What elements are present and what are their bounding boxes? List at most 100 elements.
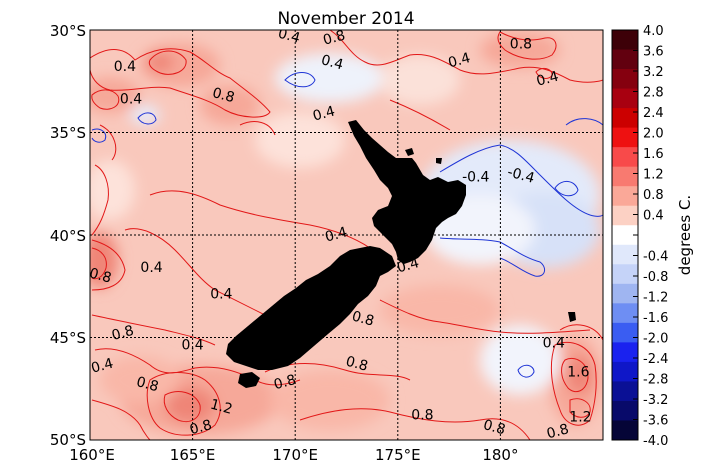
colorbar-swatch	[612, 49, 638, 70]
colorbar-swatch	[612, 361, 638, 382]
colorbar-tick-label: 2.4	[643, 106, 664, 121]
contour-label: 0.4	[543, 336, 565, 352]
colorbar-tick-label: 2.0	[643, 127, 664, 142]
contour-label: 0.8	[344, 354, 370, 375]
colorbar-tick-label: -0.8	[643, 270, 668, 285]
lat-label-40s: 40°S	[50, 227, 86, 245]
contour-label: 1.2	[209, 397, 235, 418]
lon-label-170e: 170°E	[272, 446, 318, 464]
contour-label: 0.4	[319, 52, 345, 73]
lon-label-175e: 175°E	[375, 446, 421, 464]
contour-label: 0.4	[323, 224, 349, 245]
colorbar-tick-label: -2.0	[643, 332, 668, 347]
contour-label: 0.4	[89, 356, 115, 377]
contour-label: 0.4	[276, 26, 302, 47]
colorbar-tick-label: -2.4	[643, 352, 668, 367]
contour-label: 0.8	[87, 265, 113, 286]
graticule	[90, 30, 603, 440]
colorbar-tick-label: 1.6	[643, 147, 664, 162]
colorbar-tick-label: -0.4	[643, 250, 668, 265]
contour-label: 0.4	[114, 59, 136, 75]
contour-label: 0.4	[181, 338, 203, 354]
contour-label: 1.6	[567, 364, 589, 380]
colorbar-tick-label: -2.8	[643, 373, 668, 388]
colorbar: 4.0 3.6 3.2 2.8 2.4 2.0 1.6 1.2 0.8 0.4 -0.4 -0.8 -1…	[611, 24, 694, 449]
colorbar-swatches	[612, 30, 638, 441]
contour-label: 0.8	[135, 374, 161, 395]
colorbar-tick-label: 2.8	[643, 86, 664, 101]
contour-label: 0.4	[140, 260, 162, 276]
contour-labels: 0.8 0.8 0.4 0.4 0.4 0.4 0.4 0.4 0.8 0.4 -0.4 -0.4 0.…	[87, 26, 592, 442]
colorbar-swatch	[612, 400, 638, 421]
colorbar-tick-label: 0.4	[643, 209, 664, 224]
colorbar-swatch	[612, 322, 638, 343]
colorbar-tick-label: -1.6	[643, 311, 668, 326]
colorbar-swatch	[612, 108, 638, 129]
lon-axis: 160°E 165°E 170°E 175°E 180°	[69, 446, 518, 464]
colorbar-swatch	[612, 147, 638, 168]
map-title: November 2014	[277, 9, 414, 29]
colorbar-ticks: 4.0 3.6 3.2 2.8 2.4 2.0 1.6 1.2 0.8 0.4 -0.4 -0.8 -1…	[633, 24, 668, 449]
colorbar-tick-label: 4.0	[643, 24, 664, 39]
lat-label-35s: 35°S	[50, 124, 86, 142]
colorbar-tick-label: 3.2	[643, 65, 664, 80]
contour-lines	[90, 30, 603, 440]
contour-label: 1.2	[569, 409, 591, 425]
south-island	[226, 246, 396, 370]
lon-label-180: 180°	[482, 446, 518, 464]
lat-axis: 30°S 35°S 40°S 45°S 50°S	[50, 22, 86, 449]
colorbar-swatch	[612, 69, 638, 90]
colorbar-swatch	[612, 205, 638, 226]
colorbar-swatch	[612, 225, 638, 246]
map-frame	[89, 29, 604, 441]
contour-label: -0.4	[506, 164, 537, 187]
contour-label: 0.8	[411, 407, 433, 423]
lon-label-160e: 160°E	[69, 446, 115, 464]
colorbar-swatch	[612, 283, 638, 304]
colorbar-swatch	[612, 166, 638, 187]
contour-label: 0.4	[311, 103, 337, 124]
colorbar-swatch	[612, 244, 638, 265]
contour-label: 0.4	[395, 255, 421, 276]
colorbar-swatch	[612, 303, 638, 324]
colorbar-tick-label: -1.2	[643, 291, 668, 306]
contour-label: -0.4	[462, 170, 489, 186]
contour-label: 0.8	[110, 323, 136, 344]
contour-label: 0.8	[350, 308, 376, 329]
colorbar-swatch	[612, 381, 638, 402]
colorbar-swatch	[612, 264, 638, 285]
contour-label: 0.4	[535, 69, 561, 90]
lat-label-45s: 45°S	[50, 329, 86, 347]
contour-label: 0.8	[272, 372, 298, 393]
stewart-island	[238, 372, 260, 388]
colorbar-label: degrees C.	[676, 195, 694, 275]
map-panel: 0.8 0.8 0.4 0.4 0.4 0.4 0.4 0.4 0.8 0.4 -0.4 -0.4 0.…	[87, 26, 603, 442]
contour-label: 0.8	[545, 421, 571, 442]
colorbar-tick-label: -4.0	[643, 434, 668, 449]
contour-label: 0.4	[120, 92, 142, 108]
contour-label: 0.8	[188, 417, 214, 438]
colorbar-swatch	[612, 186, 638, 207]
colorbar-tick-label: 1.2	[643, 168, 664, 183]
contour-label: 0.8	[211, 85, 237, 106]
contour-label: 0.8	[510, 36, 532, 52]
colorbar-swatch	[612, 342, 638, 363]
lat-label-30s: 30°S	[50, 22, 86, 40]
landmass	[226, 120, 576, 388]
colorbar-tick-label: 0.8	[643, 188, 664, 203]
colorbar-swatch	[612, 127, 638, 148]
contour-label: 0.8	[481, 417, 507, 438]
contour-label: 0.8	[321, 28, 347, 49]
contour-label: 0.4	[447, 50, 473, 71]
lon-label-165e: 165°E	[170, 446, 216, 464]
colorbar-swatch	[612, 88, 638, 109]
north-island	[348, 120, 466, 264]
lat-label-50s: 50°S	[50, 431, 86, 449]
colorbar-swatch	[612, 420, 638, 441]
colorbar-swatch	[612, 30, 638, 51]
colorbar-tick-label: -3.2	[643, 393, 668, 408]
colorbar-tick-label: -3.6	[643, 414, 668, 429]
contour-label: 0.4	[210, 286, 232, 302]
colorbar-tick-label: 3.6	[643, 45, 664, 60]
